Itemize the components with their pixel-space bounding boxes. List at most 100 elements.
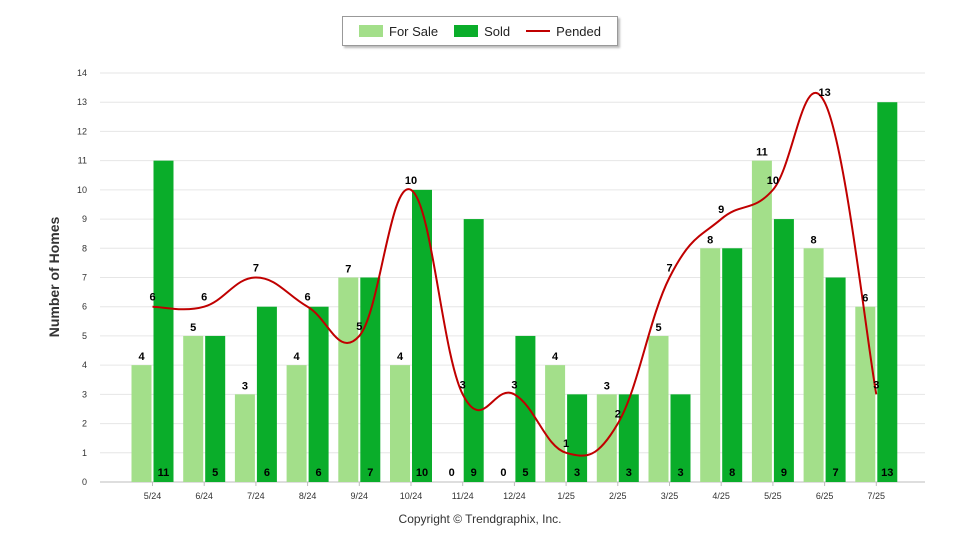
- bar-sold: [308, 306, 329, 482]
- data-label-for-sale: 4: [552, 351, 559, 363]
- data-label-pended: 2: [615, 409, 621, 421]
- data-label-for-sale: 3: [242, 380, 248, 392]
- data-label-sold: 13: [881, 467, 893, 479]
- data-label-sold: 6: [264, 467, 270, 479]
- y-tick-label: 12: [77, 126, 87, 136]
- data-label-sold: 11: [158, 467, 170, 479]
- bar-for-sale: [390, 365, 410, 482]
- y-tick-label: 10: [77, 185, 87, 195]
- legend-swatch-for-sale: [359, 25, 383, 37]
- bar-sold: [618, 394, 639, 482]
- data-label-for-sale: 5: [655, 322, 661, 334]
- bar-sold: [877, 102, 898, 482]
- data-label-sold: 7: [833, 467, 839, 479]
- bar-sold: [412, 189, 432, 482]
- bar-for-sale: [131, 365, 152, 482]
- bar-for-sale: [803, 248, 824, 482]
- bar-sold: [567, 394, 588, 482]
- bar-for-sale: [183, 335, 204, 482]
- data-label-pended: 7: [253, 263, 259, 275]
- data-label-pended: 6: [149, 292, 155, 304]
- x-tick-labels: 5/24 6/24 7/24 8/24 9/24 10/24 11/24 12/24 1/25 2…: [144, 482, 885, 501]
- bar-for-sale: [286, 365, 307, 482]
- data-label-for-sale: 4: [138, 351, 145, 363]
- data-label-sold: 9: [471, 467, 477, 479]
- legend-swatch-pended: [526, 30, 551, 32]
- y-tick-label: 3: [82, 389, 87, 399]
- x-tick-label: 6/24: [195, 491, 213, 501]
- data-label-for-sale: 5: [190, 322, 196, 334]
- legend-item-sold: Sold: [454, 24, 510, 39]
- data-label-sold: 3: [677, 467, 683, 479]
- bar-sold: [773, 219, 794, 483]
- x-tick-label: 12/24: [503, 491, 526, 501]
- bar-for-sale: [545, 365, 566, 482]
- x-tick-label: 8/24: [299, 491, 317, 501]
- legend-item-for-sale: For Sale: [359, 24, 438, 39]
- legend-label-for-sale: For Sale: [389, 23, 439, 39]
- bar-sold: [256, 306, 277, 482]
- bar-sold: [153, 160, 174, 482]
- x-tick-label: 10/24: [400, 491, 423, 501]
- bar-sold: [515, 335, 536, 482]
- x-tick-label: 11/24: [452, 491, 474, 501]
- x-tick-label: 7/24: [247, 491, 265, 501]
- data-label-sold: 3: [626, 467, 632, 479]
- y-tick-label: 14: [77, 68, 87, 78]
- data-label-sold: 7: [367, 467, 373, 479]
- copyright-text: Copyright © Trendgraphix, Inc.: [398, 512, 562, 526]
- data-label-pended: 1: [563, 438, 569, 450]
- y-tick-label: 4: [82, 360, 87, 370]
- x-tick-label: 9/24: [351, 491, 369, 501]
- bar-for-sale: [700, 248, 721, 482]
- y-tick-label: 6: [82, 302, 87, 312]
- data-label-pended: 3: [511, 379, 517, 391]
- y-tick-label: 1: [82, 448, 87, 458]
- bar-for-sale: [596, 394, 617, 482]
- y-tick-label: 2: [82, 419, 87, 429]
- data-label-for-sale: 0: [449, 467, 455, 479]
- bar-sold: [463, 219, 484, 483]
- grid-lines: [100, 72, 925, 483]
- x-tick-label: 2/25: [609, 491, 627, 501]
- data-label-for-sale: 4: [294, 351, 301, 363]
- data-label-for-sale: 6: [862, 293, 868, 305]
- data-label-pended: 6: [201, 292, 207, 304]
- x-tick-label: 7/25: [868, 491, 886, 501]
- bar-sold: [205, 335, 226, 482]
- y-tick-label: 13: [77, 97, 87, 107]
- data-label-for-sale: 8: [707, 234, 713, 246]
- data-label-pended: 10: [767, 175, 779, 187]
- data-label-for-sale: 3: [604, 380, 610, 392]
- bar-sold: [722, 248, 743, 482]
- bar-for-sale: [338, 277, 359, 482]
- bar-for-sale: [234, 394, 255, 482]
- for-sale-bars: [131, 160, 876, 482]
- bar-for-sale: [855, 306, 876, 482]
- data-label-pended: 7: [666, 263, 672, 275]
- x-tick-label: 3/25: [661, 491, 679, 501]
- bar-sold: [360, 277, 381, 482]
- data-label-sold: 9: [781, 467, 787, 479]
- y-axis-title: Number of Homes: [46, 217, 62, 338]
- legend-label-pended: Pended: [556, 23, 601, 39]
- bar-sold: [670, 394, 691, 482]
- y-tick-label: 11: [78, 156, 87, 166]
- data-label-for-sale: 4: [397, 351, 404, 363]
- data-label-sold: 3: [574, 467, 580, 479]
- data-label-for-sale: 7: [345, 264, 351, 276]
- y-tick-label: 7: [82, 273, 87, 283]
- data-label-sold: 5: [212, 467, 218, 479]
- data-label-pended: 9: [718, 204, 724, 216]
- legend-label-sold: Sold: [484, 23, 511, 39]
- legend-swatch-sold: [454, 25, 479, 37]
- data-label-sold: 5: [522, 467, 528, 479]
- data-label-pended: 5: [356, 321, 362, 333]
- data-label-for-sale: 0: [500, 467, 506, 479]
- x-tick-label: 5/25: [764, 491, 782, 501]
- sold-bars: [153, 102, 898, 483]
- data-label-sold: 6: [316, 467, 322, 479]
